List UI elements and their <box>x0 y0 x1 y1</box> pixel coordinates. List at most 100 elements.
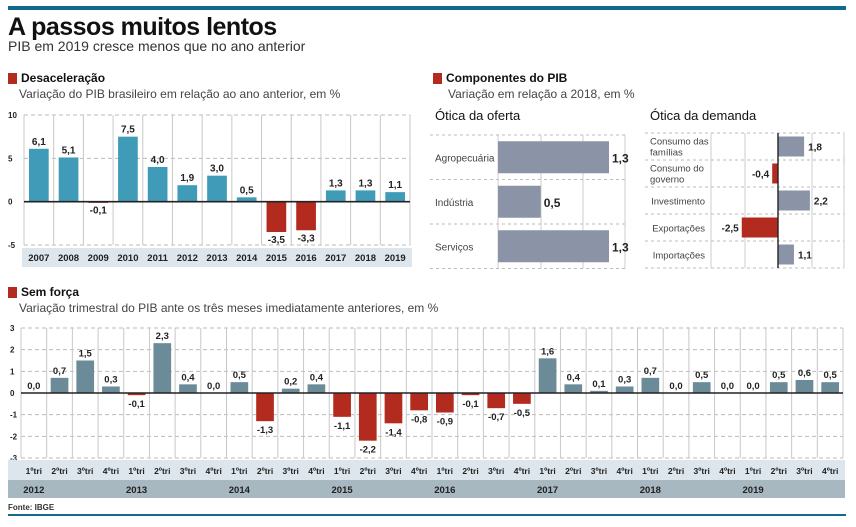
year-tick-label: 2013 <box>126 485 147 496</box>
category-label: Agropecuária <box>435 153 495 164</box>
bar-2010 <box>118 136 138 202</box>
y-tick-label: 1 <box>10 367 15 376</box>
bar-quarter <box>256 393 274 422</box>
data-label: 0,5 <box>240 185 254 196</box>
y-tick-label: 0 <box>10 389 15 398</box>
quarter-tick-label: 1ºtri <box>26 466 42 476</box>
annual-chart: 10 5 0 -5 6,1 2007 5,1 2008 -0,1 2009 7,5 2010 4,0 20… <box>8 111 412 267</box>
category-label: Investimento <box>651 197 705 208</box>
bar-2017 <box>325 190 346 202</box>
data-label: 1,3 <box>612 151 629 165</box>
data-label: 1,1 <box>798 251 812 262</box>
bar-2014 <box>236 197 257 202</box>
bar-quarter <box>821 382 839 393</box>
bar-quarter <box>102 386 120 393</box>
quarterly-chart: 3 2 1 0 -1 -2 -3 0,0 1ºtri 0,7 2ºtri 1,5 3ºtri 0,3 4ºt… <box>8 324 845 498</box>
y-tick-label: 0 <box>8 198 13 207</box>
components-heading-text: Componentes do PIB <box>446 71 568 85</box>
quarter-tick-label: 4ºtri <box>308 466 324 476</box>
quarter-tick-label: 2ºtri <box>771 466 787 476</box>
data-label: 0,2 <box>284 377 297 388</box>
category-label: Consumo do <box>650 164 704 175</box>
quarter-tick-label: 1ºtri <box>128 466 144 476</box>
y-tick-label: -3 <box>10 454 18 463</box>
data-label: 0,0 <box>721 381 734 392</box>
quarter-axis-band <box>8 460 845 480</box>
x-tick-label: 2016 <box>296 253 317 264</box>
bar-quarter <box>513 393 531 404</box>
bar-quarter <box>487 393 506 409</box>
data-label: 0,5 <box>695 370 709 381</box>
bar-quarter <box>281 388 300 393</box>
data-label: 0,0 <box>669 381 682 392</box>
bar-2007 <box>29 148 49 202</box>
quarter-tick-label: 2ºtri <box>154 466 170 476</box>
x-tick-label: 2008 <box>58 253 79 264</box>
quarter-tick-label: 2ºtri <box>360 466 376 476</box>
x-tick-label: 2013 <box>206 253 227 264</box>
bar-2019 <box>385 192 405 202</box>
quarter-tick-label: 4ºtri <box>719 466 735 476</box>
bar-2013 <box>207 175 227 202</box>
bar-2012 <box>177 185 198 202</box>
data-label: 2,3 <box>156 331 169 342</box>
category-label: Consumo das <box>650 137 709 148</box>
annual-heading: Desaceleração <box>8 71 105 85</box>
year-tick-label: 2014 <box>229 485 251 496</box>
x-axis-band <box>22 248 412 267</box>
data-label: -3,5 <box>268 235 286 246</box>
category-label: governo <box>650 175 684 186</box>
quarterly-heading: Sem força <box>8 285 79 299</box>
category-label: famílias <box>650 148 683 159</box>
bar-quarter <box>436 393 454 413</box>
data-label: 0,5 <box>824 370 838 381</box>
data-label: -0,1 <box>128 399 145 410</box>
bar-quarter <box>410 393 428 411</box>
bar-quarter <box>641 377 660 393</box>
data-label: -0,4 <box>752 170 770 181</box>
quarter-tick-label: 1ºtri <box>437 466 453 476</box>
y-tick-label: 2 <box>10 346 15 355</box>
quarter-tick-label: 1ºtri <box>231 466 247 476</box>
data-label: 0,3 <box>618 375 631 386</box>
data-label: 0,5 <box>233 370 247 381</box>
bar-2016 <box>296 201 316 231</box>
category-label: Exportações <box>652 224 705 235</box>
quarter-tick-label: 3ºtri <box>591 466 607 476</box>
section-marker-icon <box>433 72 442 84</box>
bar-2015 <box>266 201 287 232</box>
bar-quarter <box>564 384 583 393</box>
data-label: 2,2 <box>814 197 828 208</box>
quarter-tick-label: 2ºtri <box>668 466 684 476</box>
quarter-tick-label: 1ºtri <box>642 466 658 476</box>
data-label: 0,7 <box>53 366 66 377</box>
bar-quarter <box>615 386 634 393</box>
data-label: -0,5 <box>514 408 531 419</box>
quarter-tick-label: 4ºtri <box>205 466 221 476</box>
data-label: -0,9 <box>437 417 453 428</box>
supply-title: Ótica da oferta <box>435 108 521 123</box>
quarter-tick-label: 3ºtri <box>385 466 401 476</box>
bar-quarter <box>538 358 557 393</box>
data-label: 5,1 <box>62 145 76 156</box>
bottom-rule <box>8 514 846 516</box>
bar-quarter <box>769 382 788 393</box>
data-label: 0,1 <box>592 379 606 390</box>
data-label: 6,1 <box>32 137 46 148</box>
data-label: -0,8 <box>411 414 427 425</box>
data-label: 0,0 <box>746 381 759 392</box>
data-label: 0,4 <box>181 372 195 383</box>
data-label: 1,9 <box>180 173 194 184</box>
quarter-tick-label: 2ºtri <box>565 466 581 476</box>
x-tick-label: 2007 <box>28 253 49 264</box>
quarter-tick-label: 1ºtri <box>539 466 555 476</box>
data-label: 0,4 <box>567 372 581 383</box>
components-heading: Componentes do PIB <box>433 71 567 85</box>
quarter-tick-label: 4ºtri <box>616 466 632 476</box>
x-tick-label: 2017 <box>325 253 346 264</box>
bar-2018 <box>355 190 376 202</box>
data-label: 1,3 <box>612 240 629 254</box>
data-label: 0,7 <box>644 366 657 377</box>
y-tick-label: 3 <box>10 324 15 333</box>
